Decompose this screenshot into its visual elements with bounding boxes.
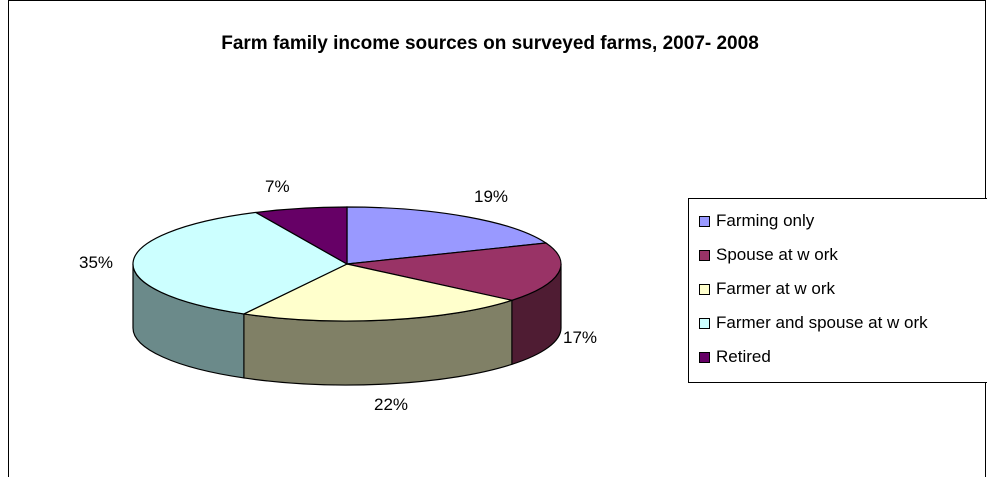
data-label-spouse-at-work: 17% xyxy=(563,328,598,347)
legend: Farming only Spouse at w ork Farmer at w… xyxy=(688,198,987,383)
pie-slice-spouse-at-work xyxy=(346,242,562,301)
legend-swatch xyxy=(699,215,710,227)
legend-item-retired: Retired xyxy=(699,345,771,369)
legend-swatch xyxy=(699,283,710,295)
pie-tops xyxy=(132,206,562,322)
data-label-farmer-and-spouse: 35% xyxy=(79,253,114,272)
legend-item-spouse-at-work: Spouse at w ork xyxy=(699,243,838,267)
legend-item-farming-only: Farming only xyxy=(699,209,814,233)
legend-label: Retired xyxy=(716,347,771,366)
legend-swatch xyxy=(699,317,710,329)
pie-slice-farming-only xyxy=(346,206,548,265)
legend-label: Farmer and spouse at w ork xyxy=(716,313,928,332)
chart-title: Farm family income sources on surveyed f… xyxy=(221,33,759,54)
legend-swatch xyxy=(699,249,710,261)
pie-slice-farmer-and-spouse xyxy=(132,211,349,315)
legend-swatch xyxy=(699,351,710,363)
data-label-retired: 7% xyxy=(265,177,290,196)
data-label-farming-only: 19% xyxy=(474,187,509,206)
legend-item-farmer-and-spouse: Farmer and spouse at w ork xyxy=(699,311,928,335)
legend-label: Farming only xyxy=(716,211,815,230)
legend-label: Spouse at w ork xyxy=(716,245,838,264)
pie-sides xyxy=(132,263,562,386)
legend-label: Farmer at w ork xyxy=(716,279,836,298)
data-label-farmer-at-work: 22% xyxy=(374,395,409,414)
pie-slice-farmer-at-work xyxy=(241,263,515,322)
legend-item-farmer-at-work: Farmer at w ork xyxy=(699,277,835,301)
pie-slice-retired xyxy=(254,206,348,266)
